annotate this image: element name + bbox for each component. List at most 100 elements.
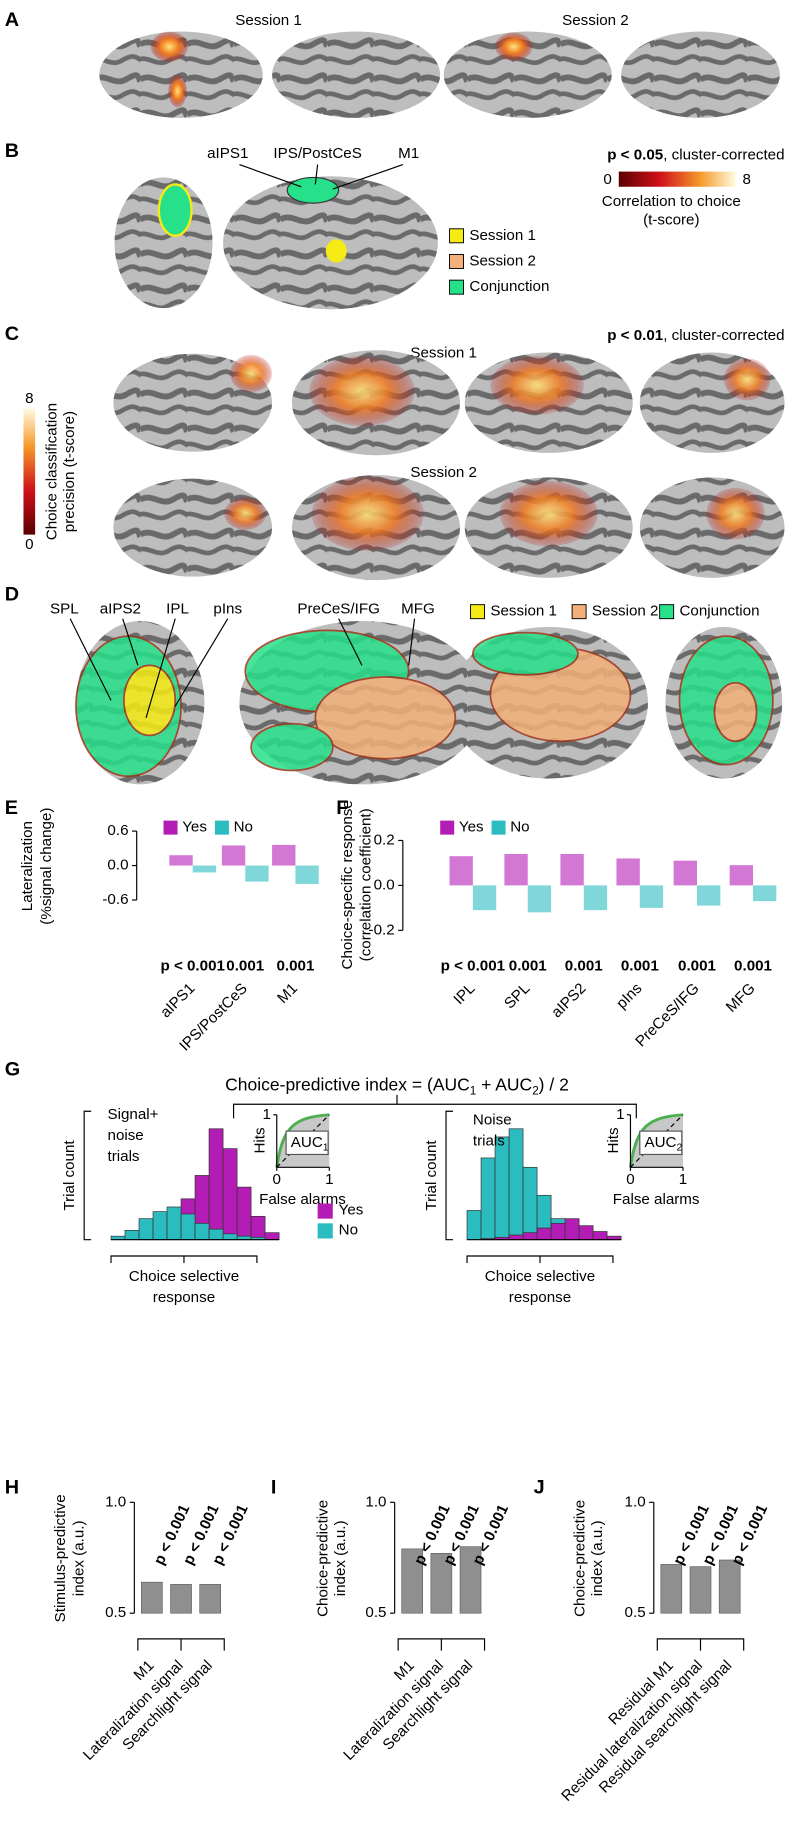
formula-sub: 2 (532, 1085, 538, 1098)
group-label: trials (473, 1133, 505, 1150)
histogram-bar (508, 1234, 524, 1241)
panel-label: I (271, 1477, 277, 1499)
bar (583, 885, 608, 911)
inset-tick-label: 1 (325, 1171, 333, 1188)
region-label: pIns (213, 600, 242, 617)
legend-label: Session 2 (592, 603, 659, 620)
colorbar-label: Choice classification (44, 403, 61, 540)
panel-g: Choice-predictive index = (AUC1 + AUC2) … (225, 1074, 637, 1119)
bar (170, 1584, 192, 1614)
bar (459, 1546, 482, 1614)
overlays (75, 629, 774, 778)
brain (99, 31, 263, 118)
bar (753, 885, 777, 902)
formula-bracket (232, 1094, 637, 1119)
p-value: 0.001 (678, 958, 716, 975)
bar (272, 844, 296, 866)
x-axis-label: response (509, 1289, 571, 1306)
y-tick-label: 0.5 (365, 1604, 386, 1621)
brain (621, 31, 780, 118)
y-tick-label: 0.2 (374, 831, 395, 848)
threshold-note: , cluster-corrected (663, 327, 784, 344)
legend-label: Yes (459, 819, 484, 836)
y-axis-label: Choice-specific response (339, 800, 356, 969)
legend-label: Conjunction (469, 278, 549, 295)
y-axis-label: index (a.u.) (70, 1520, 87, 1596)
y-tick-label: 1.0 (365, 1493, 386, 1510)
y-axis-label: Choice-predictive (571, 1500, 588, 1617)
colorbar (23, 408, 36, 535)
threshold: p < 0.05, cluster-corrected (607, 146, 784, 163)
category-bracket (137, 1638, 225, 1651)
inset-x-label: False alarms (613, 1191, 700, 1208)
bar (472, 885, 497, 911)
x-axis-label: Choice selective (485, 1268, 595, 1285)
region-label: M1 (398, 145, 419, 162)
category-label: SPL (501, 980, 533, 1012)
activation (495, 32, 533, 61)
region-label: SPL (50, 600, 79, 617)
legend-swatch (440, 820, 455, 835)
histogram-bar (480, 1157, 496, 1241)
y-tick-label: -0.2 (369, 921, 395, 938)
legend-label: Session 2 (469, 252, 536, 269)
panel-label: C (5, 323, 19, 345)
bar (141, 1581, 163, 1614)
bar (449, 856, 473, 886)
panel-b: aIPS1 IPS/PostCeS M1 p < 0.05, cluster-c… (114, 145, 785, 310)
panel-label: E (5, 797, 18, 819)
activation (168, 74, 187, 108)
legend-swatch (214, 820, 229, 835)
leader-line (314, 164, 319, 185)
panel-label: J (534, 1477, 545, 1499)
threshold: p < 0.01, cluster-corrected (607, 327, 784, 344)
auc-text: AUC (291, 1134, 323, 1151)
p-value: p < 0.001 (160, 958, 224, 975)
category-bracket (656, 1638, 745, 1651)
legend-swatch (449, 254, 465, 269)
bar (199, 1584, 222, 1614)
session-label: Session 2 (562, 12, 629, 29)
panel-labels: A B C D E F G H I J (5, 9, 545, 1498)
histogram-bar (180, 1213, 196, 1241)
auc-label: AUC1 (291, 1134, 329, 1153)
y-tick-label: 0.6 (107, 822, 128, 839)
y-tick-label: 0.5 (625, 1604, 646, 1621)
colorbar-label: Correlation to choice (602, 193, 741, 210)
panel-label: A (5, 9, 19, 31)
leader-line (239, 164, 302, 188)
auc-box (285, 1130, 329, 1156)
colorbar-label: (t-score) (643, 212, 699, 229)
legend-swatch (317, 1223, 333, 1239)
bar (169, 855, 193, 866)
colorbar-tick: 0 (603, 171, 611, 188)
panel-label: B (5, 140, 19, 162)
category-label: aIPS1 (157, 980, 198, 1021)
inset-tick-label: 1 (262, 1106, 270, 1123)
formula-part: Choice-predictive index = (AUC (225, 1074, 470, 1094)
histogram-bar (592, 1231, 608, 1241)
formula: Choice-predictive index = (AUC1 + AUC2) … (225, 1074, 569, 1097)
y-axis-label: Trial count (61, 1140, 78, 1211)
panel-label: F (336, 797, 348, 819)
p-value: 0.001 (226, 958, 264, 975)
histogram-bar (194, 1222, 210, 1241)
category-label: pIns (613, 980, 646, 1013)
legend-label: Yes (339, 1201, 364, 1218)
session-label: Session 2 (410, 464, 477, 481)
y-tick-label: 1.0 (625, 1493, 646, 1510)
y-axis-label: index (a.u.) (332, 1520, 349, 1596)
auc-sub: 1 (323, 1141, 329, 1153)
histogram-bar (152, 1211, 168, 1241)
category-label: MFG (723, 980, 759, 1016)
legend-label: Yes (182, 819, 207, 836)
p-value: 0.001 (276, 958, 314, 975)
inset-x-label: False alarms (259, 1191, 346, 1208)
bar (221, 845, 246, 866)
legend-label: No (234, 819, 253, 836)
bar (616, 858, 640, 886)
panel-label: D (5, 584, 19, 606)
legend-label: Session 1 (490, 603, 557, 620)
